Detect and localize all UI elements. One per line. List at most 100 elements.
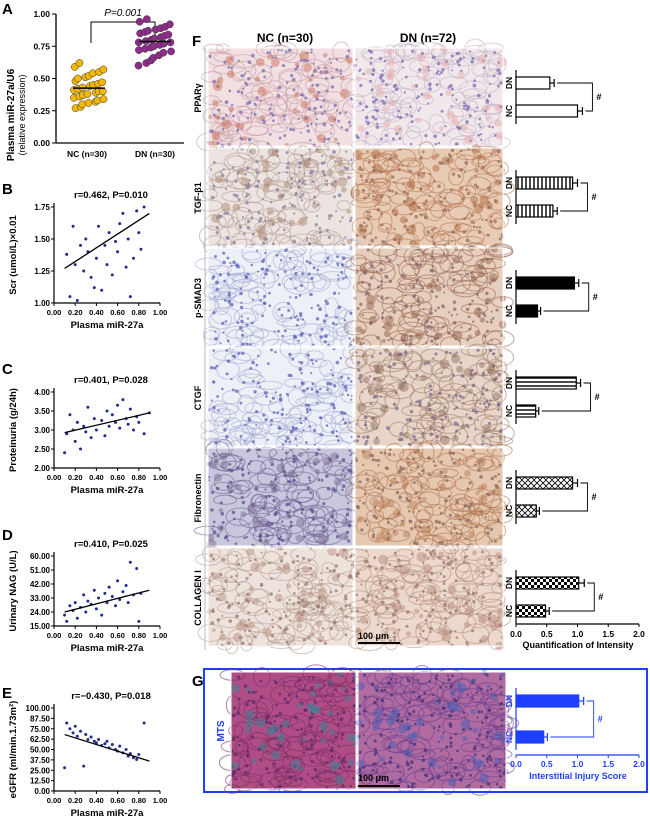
nucleus-dot xyxy=(430,321,433,324)
nucleus-dot xyxy=(475,292,479,296)
nucleus-dot xyxy=(326,566,329,570)
nucleus-dot xyxy=(232,713,236,718)
scatter-ytick-label: 1.50 xyxy=(34,235,50,244)
nucleus-dot xyxy=(360,583,363,586)
stain-patch xyxy=(431,556,436,561)
nucleus-dot xyxy=(227,468,231,472)
nucleus-dot xyxy=(276,768,280,771)
stain-patch xyxy=(406,224,417,235)
nucleus-dot xyxy=(435,295,438,299)
nucleus-dot xyxy=(230,66,233,70)
nucleus-dot xyxy=(285,496,288,499)
nucleus-dot xyxy=(436,699,439,702)
stain-patch xyxy=(420,374,427,381)
nucleus-dot xyxy=(393,608,398,613)
stain-patch xyxy=(456,681,462,687)
nucleus-dot xyxy=(237,675,241,679)
tubule-outline xyxy=(296,190,311,211)
nucleus-dot xyxy=(415,583,419,587)
nucleus-dot xyxy=(282,680,285,683)
nucleus-dot xyxy=(224,114,228,117)
nucleus-dot xyxy=(313,699,317,703)
nucleus-dot xyxy=(365,549,368,552)
nucleus-dot xyxy=(500,165,503,168)
nucleus-dot xyxy=(316,401,319,404)
nucleus-dot xyxy=(379,170,383,174)
nucleus-dot xyxy=(363,270,367,275)
nucleus-dot xyxy=(350,394,353,397)
nucleus-dot xyxy=(241,473,245,477)
panel-g-scale-text: 100 μm xyxy=(358,773,389,783)
micrograph-frame xyxy=(354,547,504,647)
nucleus-dot xyxy=(226,641,231,645)
nucleus-dot xyxy=(412,457,416,461)
nucleus-dot xyxy=(371,535,375,539)
nucleus-dot xyxy=(253,634,256,638)
nucleus-dot xyxy=(341,383,344,387)
scatter-point xyxy=(103,434,107,438)
panel-f-xlabel: Quantification of Intensity xyxy=(522,640,633,650)
nucleus-dot xyxy=(401,164,404,167)
nucleus-dot xyxy=(294,287,297,290)
nucleus-dot xyxy=(375,595,379,599)
stain-patch xyxy=(410,310,419,319)
tubule-outline xyxy=(320,414,337,433)
scatter-point xyxy=(135,566,139,570)
tubule-outline xyxy=(415,694,441,705)
tubule-outline xyxy=(301,732,325,743)
stain-patch xyxy=(397,382,405,390)
tubule-outline xyxy=(270,685,294,705)
nucleus-dot xyxy=(212,520,216,524)
nucleus-dot xyxy=(482,754,485,758)
bar-label-dn: DN xyxy=(504,577,514,589)
nucleus-dot xyxy=(277,542,281,546)
nucleus-dot xyxy=(357,368,361,372)
stain-patch xyxy=(495,552,502,559)
nucleus-dot xyxy=(234,777,238,781)
scatter-ytick-label: 25.00 xyxy=(30,766,51,775)
scatter-ytick-label: 15.00 xyxy=(30,622,51,631)
nucleus-dot xyxy=(349,520,352,523)
tubule-outline xyxy=(226,155,246,168)
nucleus-dot xyxy=(402,315,406,318)
nucleus-dot xyxy=(457,174,460,177)
nucleus-dot xyxy=(359,373,363,378)
tubule-outline xyxy=(410,300,433,316)
nucleus-dot xyxy=(313,69,317,73)
nucleus-dot xyxy=(341,762,344,765)
stain-patch xyxy=(451,115,458,122)
tubule-outline xyxy=(286,94,311,114)
nucleus-dot xyxy=(299,701,302,704)
nucleus-dot xyxy=(467,504,471,508)
stain-patch xyxy=(414,608,420,614)
bar-label-nc: NC xyxy=(504,605,514,617)
nucleus-dot xyxy=(450,148,455,153)
nucleus-dot xyxy=(375,109,379,113)
scatter-xtick-label: 1.00 xyxy=(153,308,168,317)
nucleus-dot xyxy=(256,290,259,294)
nucleus-dot xyxy=(212,311,216,315)
nucleus-dot xyxy=(396,263,400,267)
nucleus-dot xyxy=(449,736,453,740)
nucleus-dot xyxy=(334,316,338,319)
nucleus-dot xyxy=(270,634,275,638)
panel-a-y-ticks: 0.000.250.500.751.00 xyxy=(33,9,56,148)
tubule-outline xyxy=(322,460,353,477)
nucleus-dot xyxy=(400,273,405,278)
scatter-point xyxy=(89,735,93,739)
nucleus-dot xyxy=(307,476,311,479)
nucleus-dot xyxy=(404,287,407,290)
nucleus-dot xyxy=(251,601,255,604)
nucleus-dot xyxy=(490,310,493,313)
nucleus-dot xyxy=(467,599,471,602)
tubule-outline xyxy=(289,712,311,731)
stain-patch xyxy=(471,678,476,683)
nucleus-dot xyxy=(422,767,425,771)
scatter-point xyxy=(84,610,88,614)
stain-patch xyxy=(341,686,346,691)
nucleus-dot xyxy=(417,95,420,98)
nucleus-dot xyxy=(226,484,231,489)
nucleus-dot xyxy=(294,205,297,208)
nucleus-dot xyxy=(494,475,497,478)
nucleus-dot xyxy=(238,225,243,229)
